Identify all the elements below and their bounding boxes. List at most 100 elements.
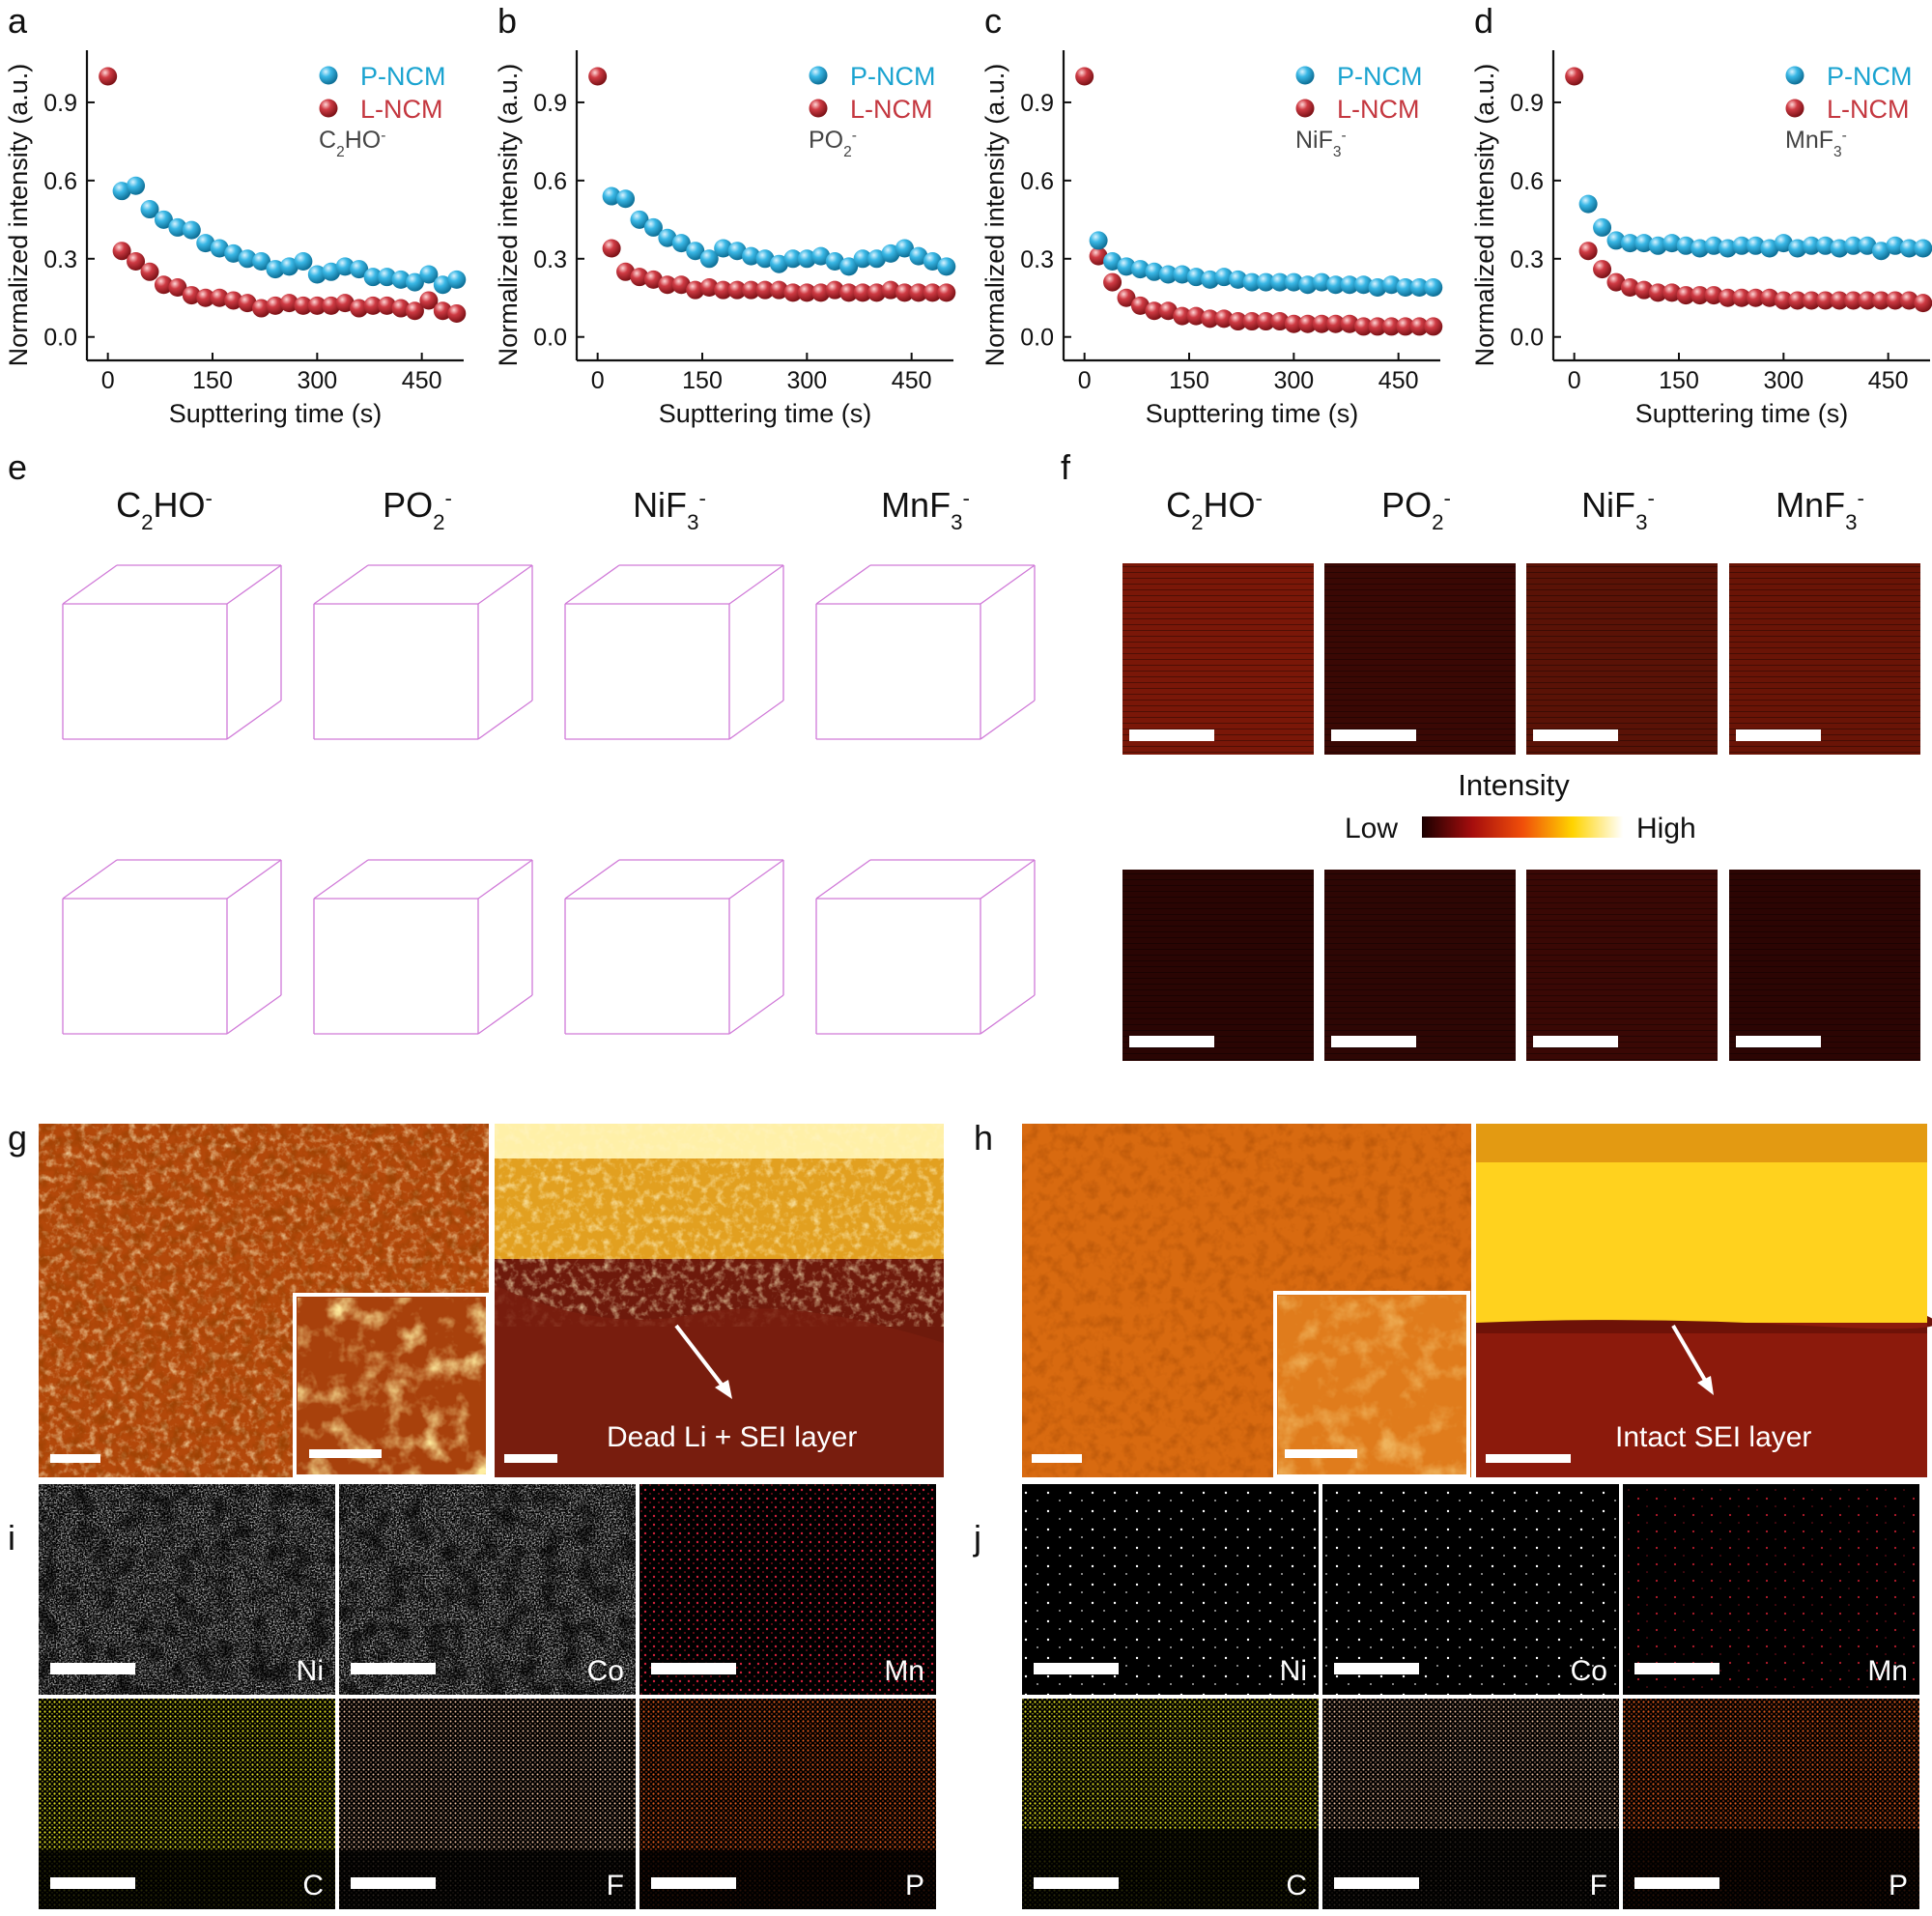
data-point: [1690, 286, 1710, 305]
data-point: [671, 275, 691, 295]
panel-letter-i: i: [8, 1518, 15, 1558]
eds-signal: [39, 1699, 335, 1850]
data-point: [294, 296, 313, 315]
data-point: [1886, 291, 1905, 310]
data-point: [1340, 275, 1359, 295]
data-point: [350, 299, 369, 318]
cube-edge: [815, 859, 871, 900]
panel-i: i Ni Co Mn C F P: [8, 1484, 936, 1909]
data-point: [322, 262, 341, 281]
y-tick-label: 0.0: [533, 325, 567, 352]
data-point: [378, 268, 397, 287]
x-tick-label: 0: [1568, 367, 1581, 394]
cube-top-2: [564, 564, 784, 749]
heatmap-scanlines: [1122, 563, 1314, 755]
scale-bar: [351, 1663, 436, 1674]
x-tick-label: 300: [1273, 367, 1314, 394]
data-point: [1424, 317, 1443, 336]
scale-bar: [50, 1877, 135, 1889]
annotation-arrow-h: [1671, 1324, 1712, 1390]
data-point: [630, 268, 649, 287]
y-axis-label: Normalized intensity (a.u.): [4, 64, 33, 367]
data-point: [405, 301, 424, 321]
eds-map-mn: Mn: [1623, 1484, 1919, 1695]
data-point: [602, 239, 621, 258]
scale-bar: [1634, 1663, 1719, 1674]
scale-bar: [1334, 1663, 1419, 1674]
panel-letter-j: j: [973, 1518, 981, 1558]
data-point: [769, 280, 788, 300]
panel-f: f C2HO- PO2- NiF3- MnF3- Intensity Low High: [1061, 447, 1920, 1061]
data-point: [769, 254, 788, 273]
data-point: [1858, 291, 1877, 310]
data-point: [378, 296, 397, 315]
scale-bar: [1486, 1454, 1571, 1463]
scale-bar: [1034, 1877, 1119, 1889]
panel-h: h Intact SEI layer: [974, 1118, 1932, 1478]
y-axis-label: Normalized intensity (a.u.): [1470, 64, 1499, 367]
data-point: [1578, 242, 1598, 261]
data-point: [433, 275, 452, 295]
eds-element-label: Ni: [297, 1655, 324, 1687]
legend-marker: [809, 66, 828, 85]
series-l-ncm: [99, 67, 467, 323]
cube-edge: [313, 859, 369, 900]
legend-marker: [1785, 99, 1804, 118]
colorbar-high-label: High: [1636, 813, 1696, 844]
y-tick-label: 0.9: [43, 90, 77, 117]
eds-element-label: F: [1590, 1870, 1607, 1902]
panel-letter-g: g: [8, 1118, 27, 1158]
data-point: [853, 283, 872, 302]
data-point: [825, 251, 844, 271]
x-tick-label: 300: [1763, 367, 1804, 394]
data-point: [1620, 277, 1639, 297]
heatmap-top-1: [1324, 563, 1516, 755]
panel-letter-e: e: [8, 447, 27, 487]
heatmap-scanlines: [1526, 870, 1718, 1061]
panel-e-labels: C2HO- PO2- NiF3- MnF3-: [116, 485, 970, 534]
eds-map-ni: Ni: [1022, 1484, 1319, 1695]
data-point: [1760, 288, 1779, 307]
sem-top-view-h: [1022, 1124, 1471, 1478]
scale-bar: [1331, 1036, 1416, 1047]
data-point: [1270, 272, 1290, 292]
eds-map-p: P: [1623, 1699, 1919, 1909]
annotation-dead-li: Dead Li + SEI layer: [607, 1421, 857, 1453]
data-point: [1145, 262, 1164, 281]
data-point: [140, 262, 159, 281]
data-point: [727, 280, 747, 300]
eds-signal: [1322, 1699, 1619, 1830]
heatmap-scanlines: [1324, 563, 1516, 755]
data-point: [1158, 301, 1178, 321]
data-point: [1381, 275, 1401, 295]
data-point: [363, 296, 383, 315]
panel-e: e C2HO- PO2- NiF3- MnF3-: [8, 447, 1036, 1044]
data-point: [1089, 246, 1108, 266]
data-point: [825, 280, 844, 300]
x-tick-label: 0: [591, 367, 605, 394]
data-point: [127, 251, 146, 271]
data-point: [210, 288, 229, 307]
sem-cross-section-h: Intact SEI layer: [1476, 1124, 1932, 1477]
volume-texture: [836, 575, 1015, 749]
legend-marker: [319, 99, 338, 118]
volume-texture: [333, 575, 513, 749]
legend-marker: [809, 99, 828, 118]
data-point: [196, 234, 215, 253]
eds-signal: [639, 1484, 936, 1695]
eds-maps-j: Ni Co Mn C F P: [1022, 1484, 1919, 1909]
panel-f-labels: C2HO- PO2- NiF3- MnF3-: [1166, 485, 1864, 534]
data-point: [1816, 236, 1835, 255]
x-axis-label: Supttering time (s): [1146, 399, 1359, 428]
data-point: [895, 239, 914, 258]
legend-label: P-NCM: [1827, 62, 1913, 91]
data-point: [1368, 277, 1387, 297]
colorbar: Intensity Low High: [1345, 768, 1696, 844]
scale-bar: [1331, 729, 1416, 741]
y-tick-label: 0.6: [1020, 168, 1054, 195]
data-point: [1788, 239, 1807, 258]
cube-bottom-0: [62, 859, 282, 1044]
scale-bar: [351, 1877, 436, 1889]
chart-c: c 0 150 300 450 0.0 0.3 0.6 0.9 Supttering time (…: [980, 1, 1443, 428]
panel-letter-d: d: [1474, 1, 1493, 41]
